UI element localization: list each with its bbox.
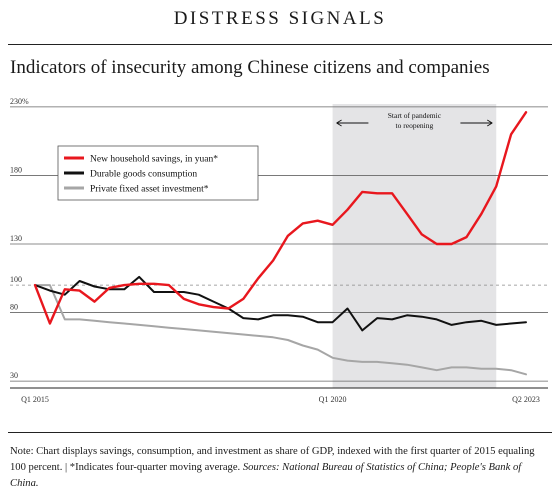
pandemic-annotation-line2: to reopening bbox=[396, 121, 434, 130]
bottom-divider bbox=[8, 432, 552, 433]
series-line-investment bbox=[34, 284, 527, 376]
annotation-arrow-left-head bbox=[336, 119, 342, 127]
top-divider bbox=[8, 44, 552, 45]
pandemic-annotation-line1: Start of pandemic bbox=[388, 111, 442, 120]
legend-label-savings: New household savings, in yuan* bbox=[90, 155, 218, 165]
annotation-arrow-right-head bbox=[487, 119, 493, 127]
chart-note: Note: Chart displays savings, consumptio… bbox=[10, 444, 550, 492]
pandemic-shaded-region bbox=[332, 104, 497, 388]
kicker-title: DISTRESS SIGNALS bbox=[173, 8, 387, 29]
legend-label-investment: Private fixed asset investment* bbox=[90, 184, 209, 195]
y-tick-label-80: 80 bbox=[10, 303, 18, 312]
legend-label-durable: Durable goods consumption bbox=[90, 170, 197, 180]
x-tick-label-q1-2015: Q1 2015 bbox=[21, 395, 49, 404]
chart-headline: Indicators of insecurity among Chinese c… bbox=[10, 57, 490, 78]
y-tick-label-230: 230% bbox=[10, 97, 29, 106]
line-chart: 30 80 100 130 180 230% Q1 2015 Q1 2020 Q2 2023 St… bbox=[10, 97, 548, 404]
series-line-savings bbox=[33, 111, 528, 325]
y-tick-label-100: 100 bbox=[10, 275, 22, 284]
series-line-durable bbox=[34, 275, 527, 332]
note-text: Note: Chart displays savings, consumptio… bbox=[10, 446, 535, 473]
legend-box bbox=[57, 145, 259, 201]
note-sources: Sources: National Bureau of Statistics o… bbox=[10, 462, 522, 489]
y-tick-label-180: 180 bbox=[10, 165, 22, 174]
x-tick-label-q1-2020: Q1 2020 bbox=[319, 395, 347, 404]
y-tick-label-30: 30 bbox=[10, 371, 18, 380]
y-tick-label-130: 130 bbox=[10, 234, 22, 243]
x-tick-label-q2-2023: Q2 2023 bbox=[512, 395, 540, 404]
